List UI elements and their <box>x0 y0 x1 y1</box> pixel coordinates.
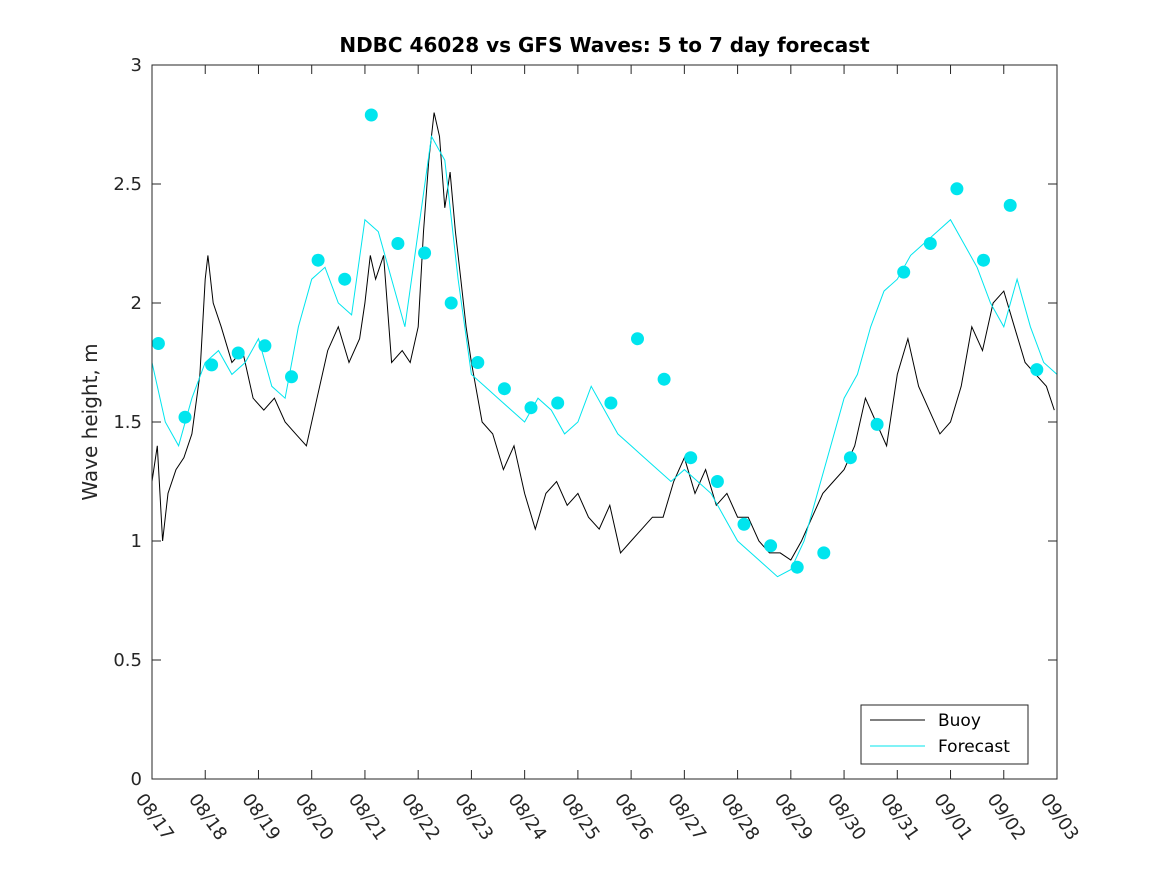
forecast-point <box>657 372 671 386</box>
forecast-point <box>178 410 192 424</box>
series-layer <box>151 108 1058 578</box>
forecast-point <box>338 272 352 286</box>
forecast-point <box>311 253 325 267</box>
chart-title: NDBC 46028 vs GFS Waves: 5 to 7 day fore… <box>339 33 870 57</box>
legend-box <box>860 704 1029 765</box>
y-tick-label: 1 <box>131 531 142 552</box>
legend-forecast-label: Forecast <box>938 737 1010 757</box>
forecast-point <box>977 253 990 267</box>
y-tick-label: 2 <box>131 293 142 314</box>
y-tick-label: 0.5 <box>113 650 142 671</box>
legend-buoy-label: Buoy <box>938 711 981 731</box>
forecast-point <box>524 401 538 415</box>
forecast-point <box>604 396 618 410</box>
forecast-point <box>897 265 911 279</box>
forecast-point <box>817 546 831 560</box>
forecast-point <box>843 451 857 465</box>
forecast-point <box>764 539 778 553</box>
buoy-series-line <box>151 112 1055 561</box>
forecast-point <box>737 517 751 531</box>
axes-background <box>152 65 1057 779</box>
forecast-point <box>950 182 964 196</box>
forecast-point <box>258 339 272 353</box>
forecast-point <box>364 108 378 122</box>
forecast-point <box>790 560 804 574</box>
y-tick-label: 0 <box>131 769 142 790</box>
forecast-point <box>1003 198 1017 212</box>
forecast-point <box>231 346 245 360</box>
forecast-point <box>923 237 937 250</box>
forecast-point <box>471 356 485 369</box>
y-axis-label: Wave height, m <box>78 343 102 500</box>
y-tick-label: 2.5 <box>113 174 142 195</box>
y-tick-label: 1.5 <box>113 412 142 433</box>
forecast-point <box>1030 363 1044 377</box>
legend: Buoy Forecast <box>860 704 1029 765</box>
forecast-point <box>551 396 565 410</box>
y-tick-label: 3 <box>131 55 142 76</box>
forecast-point <box>391 237 405 250</box>
forecast-point <box>418 246 432 260</box>
forecast-point <box>631 332 644 346</box>
forecast-point <box>710 475 724 488</box>
forecast-point <box>151 337 165 350</box>
forecast-point <box>285 370 298 384</box>
forecast-point <box>870 417 884 431</box>
forecast-point <box>444 296 458 310</box>
forecast-series-line <box>151 134 1058 578</box>
forecast-point <box>205 358 219 372</box>
forecast-point <box>684 451 698 465</box>
forecast-point <box>497 382 511 396</box>
